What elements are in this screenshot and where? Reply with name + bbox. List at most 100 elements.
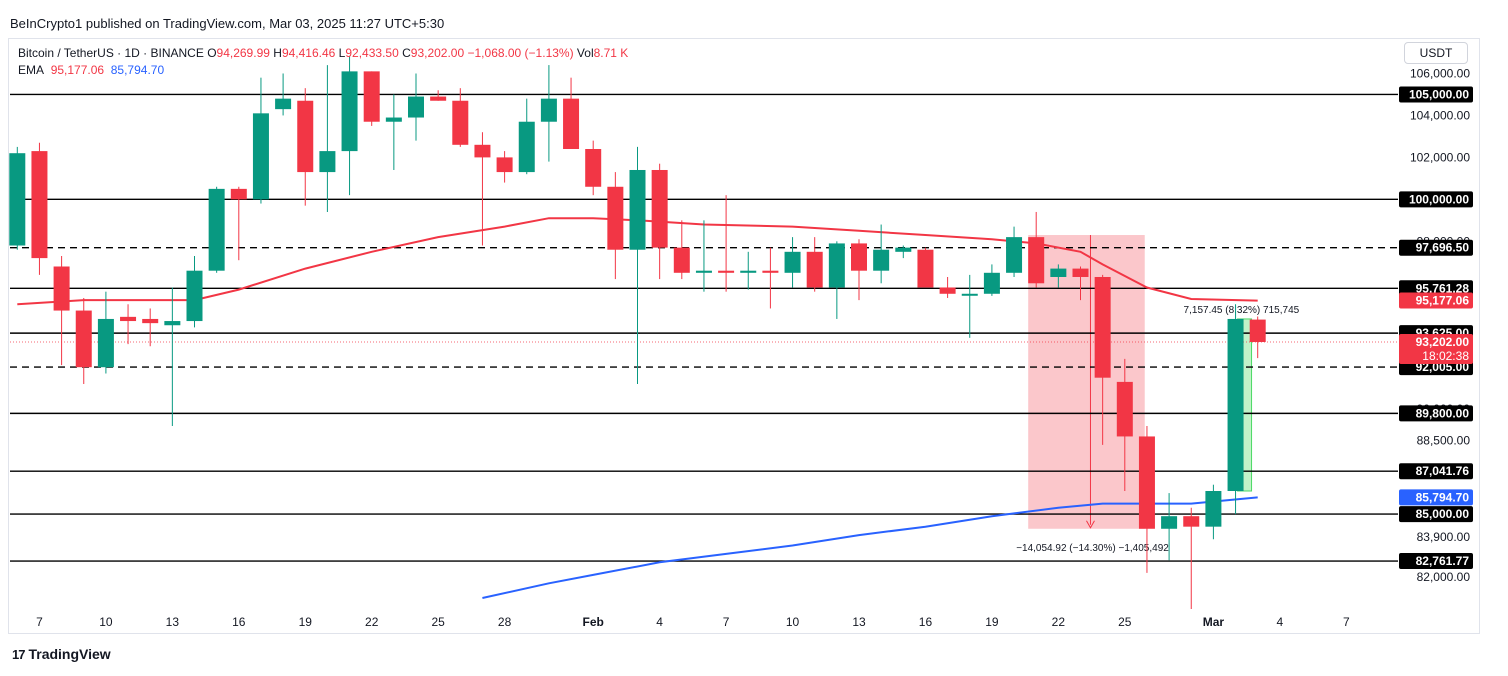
open-label: O <box>207 46 217 60</box>
candle-body <box>1028 237 1045 284</box>
candle-body <box>1116 381 1133 437</box>
currency-selector[interactable]: USDT <box>1404 42 1468 64</box>
level-badge <box>1399 191 1473 208</box>
close-label: C <box>402 46 411 60</box>
candle-body <box>563 98 580 150</box>
candle-body <box>1138 436 1155 529</box>
tradingview-logo-icon: 17 <box>12 646 26 662</box>
x-axis-tick-label: Feb <box>583 615 604 629</box>
x-axis-tick-label: 25 <box>431 615 445 629</box>
price-badge-label: 93,202.00 <box>1416 335 1470 349</box>
symbol-name[interactable]: Bitcoin / TetherUS · 1D · BINANCE <box>18 46 204 60</box>
candle-body <box>1183 516 1200 527</box>
rise-range-label: 7,157.45 (8.32%) 715,745 <box>1184 305 1300 316</box>
candle-body <box>784 251 801 273</box>
candle-body <box>585 149 602 187</box>
candle-body <box>75 310 92 368</box>
level-badge <box>1399 239 1473 256</box>
level-badge-label: 87,041.76 <box>1416 464 1470 478</box>
ema-fast-line <box>17 217 1258 306</box>
candle-body <box>363 71 380 122</box>
x-axis-tick-label: 13 <box>166 615 180 629</box>
candle-body <box>1094 276 1111 378</box>
candle-body <box>230 188 247 200</box>
candle-body <box>31 151 48 259</box>
candle-body <box>341 71 358 152</box>
level-badge-label: 100,000.00 <box>1409 192 1469 206</box>
x-axis-tick-label: 28 <box>498 615 512 629</box>
level-badge <box>1399 553 1473 570</box>
candle-body <box>164 321 181 326</box>
x-axis-tick-label: 22 <box>1052 615 1066 629</box>
candle-body <box>1006 237 1023 273</box>
candle-body <box>1050 268 1067 277</box>
level-badge-label: 95,761.28 <box>1416 281 1470 295</box>
publish-line: BeInCrypto1 published on TradingView.com… <box>10 16 445 31</box>
symbol-legend: Bitcoin / TetherUS · 1D · BINANCE O94,26… <box>18 46 628 60</box>
candle-body <box>518 121 535 173</box>
x-axis-tick-label: 7 <box>36 615 43 629</box>
x-axis-tick-label: 13 <box>852 615 866 629</box>
y-axis-tick-label: 102,000.00 <box>1410 150 1470 164</box>
open-value: 94,269.99 <box>216 46 270 60</box>
candle-body <box>9 153 26 246</box>
x-axis-tick-label: Mar <box>1203 615 1225 629</box>
drop-range-label: −14,054.92 (−14.30%) −1,405,492 <box>1016 543 1169 554</box>
x-axis-tick-label: 7 <box>723 615 730 629</box>
y-axis-tick-label: 82,000.00 <box>1417 570 1471 584</box>
price-badge-label: 85,794.70 <box>1416 490 1470 504</box>
level-badge-label: 85,000.00 <box>1416 507 1470 521</box>
candle-body <box>828 243 845 288</box>
candle-body <box>607 186 624 250</box>
candle-body <box>695 270 712 273</box>
candle-body <box>762 270 779 273</box>
candle-body <box>385 117 402 122</box>
x-axis-tick-label: 25 <box>1118 615 1132 629</box>
candle-body <box>319 151 336 173</box>
level-badge <box>1399 463 1473 480</box>
change-value: −1,068.00 (−1.13%) <box>467 46 574 60</box>
chart-frame <box>8 38 1480 634</box>
candle-body <box>208 188 225 271</box>
candle-body <box>1227 318 1244 491</box>
currency-label: USDT <box>1419 46 1453 60</box>
x-axis-tick-label: 4 <box>656 615 663 629</box>
candle-body <box>917 249 934 288</box>
candle-body <box>430 96 447 101</box>
tradingview-brand: TradingView <box>28 646 111 662</box>
level-badge-label: 105,000.00 <box>1409 87 1469 101</box>
ema-label[interactable]: EMA <box>18 63 45 77</box>
price-badge <box>1399 333 1473 364</box>
candle-body <box>851 243 867 271</box>
x-axis-tick-label: 10 <box>786 615 800 629</box>
candle-body <box>474 144 491 158</box>
volume-value: 8.71 K <box>593 46 629 60</box>
x-axis-tick-label: 4 <box>1277 615 1284 629</box>
level-badge-label: 97,696.50 <box>1416 241 1470 255</box>
x-axis-tick-label: 7 <box>1343 615 1350 629</box>
level-badge <box>1399 506 1473 523</box>
drop-range-arrowhead <box>1086 520 1095 529</box>
candle-body <box>540 98 557 122</box>
ema-fast-value: 95,177.06 <box>50 63 105 77</box>
level-badge <box>1399 405 1473 422</box>
tradingview-logo: 17 TradingView <box>12 646 111 662</box>
candle-body <box>629 169 646 250</box>
price-badge <box>1399 489 1473 506</box>
candle-body <box>275 98 292 110</box>
candle-body <box>651 169 668 248</box>
level-badge <box>1399 280 1473 297</box>
candle-body <box>983 272 1000 294</box>
low-label: L <box>338 46 346 60</box>
level-badge-label: 82,761.77 <box>1416 554 1470 568</box>
candle-body <box>97 318 114 368</box>
x-axis-tick-label: 19 <box>299 615 313 629</box>
candle-body <box>673 247 690 273</box>
y-axis-tick-label: 106,000.00 <box>1410 66 1470 80</box>
candle-body <box>53 266 70 311</box>
x-axis-tick-label: 16 <box>232 615 246 629</box>
candle-body <box>252 113 269 200</box>
candle-body <box>1072 268 1089 277</box>
candle-body <box>408 96 424 118</box>
